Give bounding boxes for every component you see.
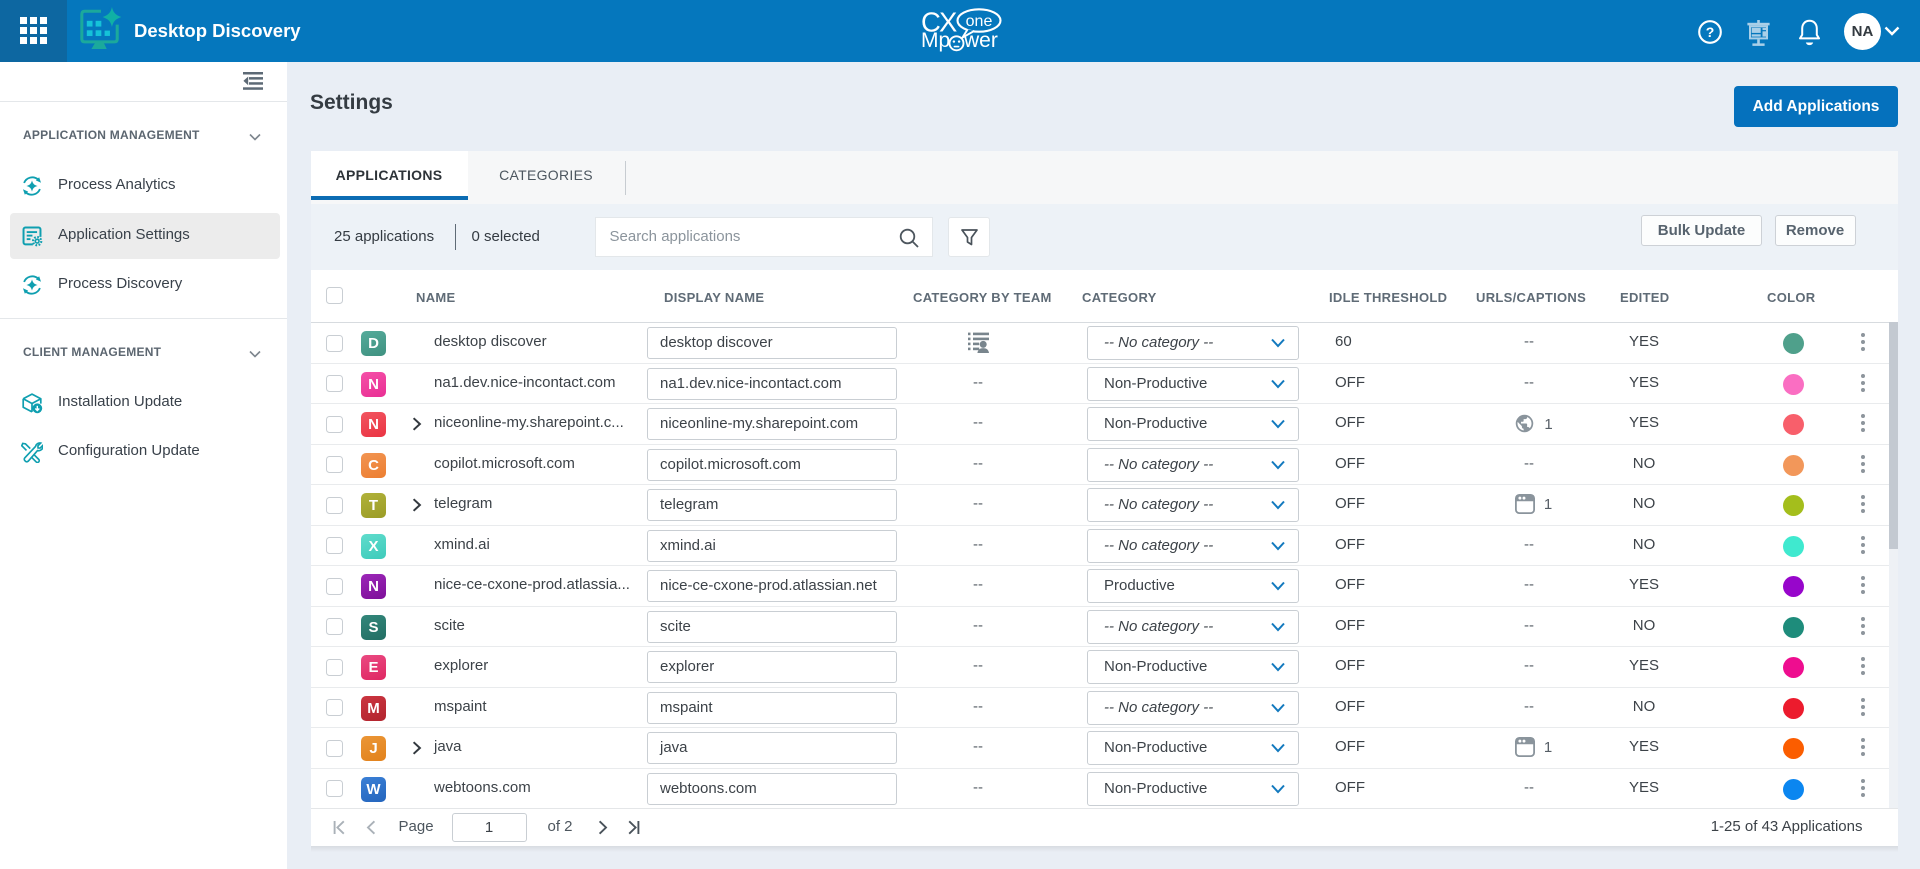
svg-text:CX: CX <box>921 7 957 38</box>
svg-text:?: ? <box>1706 24 1715 40</box>
svg-text:one: one <box>966 13 993 30</box>
svg-text:Mp: Mp <box>921 29 950 52</box>
svg-text:wer: wer <box>963 29 998 52</box>
